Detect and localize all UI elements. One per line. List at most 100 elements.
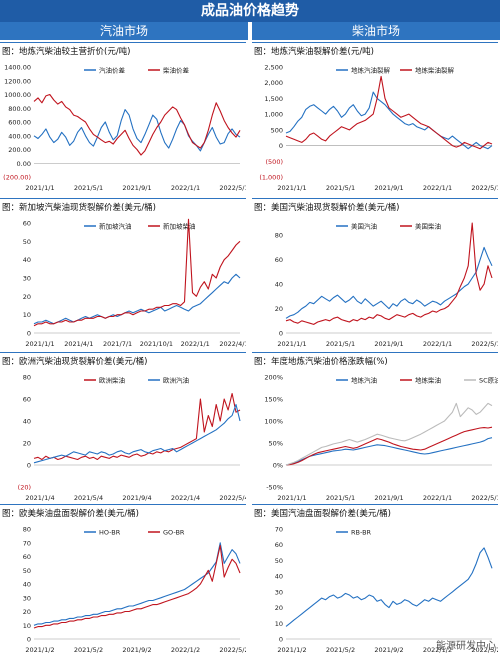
- x-tick-label: 2021/9/1: [374, 494, 403, 502]
- y-tick-label: 10: [23, 622, 31, 630]
- y-tick-label: 0: [27, 330, 31, 338]
- series-line-1: [286, 548, 492, 627]
- x-tick-label: 2022/5/1: [471, 184, 498, 192]
- x-tick-label: 2021/5/4: [74, 494, 103, 502]
- x-tick-label: 2021/1/1: [25, 340, 54, 348]
- y-tick-label: 800.00: [8, 105, 31, 113]
- chart-title: 图：地炼汽柴油较主营折价(元/吨): [2, 45, 131, 57]
- chart-title: 图：新加坡汽柴油现货裂解价差(美元/桶): [2, 201, 156, 213]
- series-line-1: [286, 247, 492, 318]
- y-tick-label: 100%: [264, 418, 283, 426]
- y-tick-label-negative: (1,000): [259, 174, 283, 182]
- y-tick-label: 400.00: [8, 132, 31, 140]
- y-tick-label: 30: [275, 588, 283, 596]
- y-tick-label: 80: [23, 526, 31, 534]
- x-tick-label: 2021/9/1: [122, 184, 151, 192]
- chart-title: 图：地炼汽柴油裂解价差(元/吨): [254, 45, 374, 57]
- x-tick-label: 2021/4/1: [64, 340, 93, 348]
- legend-label: 汽油价差: [99, 66, 126, 75]
- legend-label: SC原油(R): [479, 376, 498, 385]
- gasoline-market-header: 汽油市场: [0, 22, 248, 40]
- chart-title: 图：美国汽油盘面裂解价差(美元/桶): [254, 507, 391, 519]
- x-tick-label: 2021/1/1: [277, 340, 306, 348]
- x-tick-label: 2021/5/2: [74, 646, 103, 654]
- series-line-1: [34, 394, 240, 460]
- chart-p2: 2,5002,0001,5001,0005000(500)(1,000)2021…: [252, 57, 498, 193]
- y-tick-label: 1400.00: [4, 64, 31, 72]
- x-tick-label: 2021/1/1: [25, 184, 54, 192]
- legend-label: 欧洲柴油: [99, 376, 125, 385]
- legend-label: 地炼柴油裂解: [415, 66, 455, 75]
- y-tick-label: 40: [23, 581, 31, 589]
- y-tick-label: 1,500: [264, 95, 283, 103]
- x-tick-label: 2022/5/1: [219, 184, 246, 192]
- y-tick-label: 20: [23, 440, 31, 448]
- y-tick-label: 70: [275, 526, 283, 534]
- y-tick-label: 0: [279, 636, 283, 644]
- x-tick-label: 2022/1/1: [181, 340, 210, 348]
- watermark-text: 能源研发中心: [436, 637, 496, 652]
- x-tick-label: 2021/9/4: [122, 494, 151, 502]
- series-line-1: [286, 92, 492, 149]
- y-tick-label: 60: [23, 553, 31, 561]
- legend-label: 新加坡汽油: [99, 222, 132, 231]
- legend-label: 欧洲汽油: [163, 376, 189, 385]
- x-tick-label: 2021/9/2: [374, 646, 403, 654]
- x-tick-label: 2021/1/2: [277, 646, 306, 654]
- series-line-2: [286, 76, 492, 148]
- chart-p1: 1400.001200.001000.00800.00600.00400.002…: [0, 57, 246, 193]
- y-tick-label: 150%: [264, 396, 283, 404]
- x-tick-label: 2022/5/4: [219, 494, 246, 502]
- x-tick-label: 2021/5/1: [326, 184, 355, 192]
- y-tick-label: 0: [27, 636, 31, 644]
- y-tick-label: 0%: [273, 462, 283, 470]
- x-tick-label: 2021/5/1: [326, 340, 355, 348]
- chart-title: 图：年度地炼汽柴油价格涨跌幅(%): [254, 355, 388, 367]
- y-tick-label: 50: [275, 557, 283, 565]
- diesel-market-header: 柴油市场: [252, 22, 500, 40]
- x-tick-label: 2022/5/1: [471, 494, 498, 502]
- page-title: 成品油价格趋势: [0, 0, 500, 22]
- x-tick-label: 2021/9/1: [374, 184, 403, 192]
- y-tick-label-negative: (200.00): [3, 174, 31, 182]
- y-tick-label: 50%: [269, 440, 283, 448]
- y-tick-label: 40: [23, 418, 31, 426]
- y-tick-label: 10: [275, 620, 283, 628]
- series-line-2: [34, 546, 240, 629]
- y-tick-label: 0: [27, 462, 31, 470]
- y-tick-label: 200.00: [8, 146, 31, 154]
- series-line-3: [286, 403, 492, 465]
- y-tick-label: 40: [275, 573, 283, 581]
- chart-title: 图：欧洲汽柴油现货裂解价差(美元/桶): [2, 355, 148, 367]
- y-tick-label: 30: [23, 275, 31, 283]
- y-tick-label: 60: [23, 396, 31, 404]
- x-tick-label: 2021/5/2: [326, 646, 355, 654]
- y-tick-label: 20: [275, 604, 283, 612]
- y-tick-label: 60: [23, 220, 31, 228]
- x-tick-label: 2021/1/2: [25, 646, 54, 654]
- x-tick-label: 2021/1/1: [277, 184, 306, 192]
- x-tick-label: 2022/1/1: [423, 340, 452, 348]
- x-tick-label: 2022/4/1: [219, 340, 246, 348]
- legend-label: 地炼柴油: [415, 376, 441, 385]
- legend-label: 美国柴油: [415, 222, 441, 231]
- legend-label: HO-BR: [99, 529, 121, 537]
- legend-label: RB-BR: [351, 529, 372, 537]
- x-tick-label: 2022/1/4: [171, 494, 200, 502]
- y-tick-label-negative: (500): [266, 158, 283, 166]
- x-tick-label: 2021/10/1: [140, 340, 173, 348]
- chart-panel-p6: 图：年度地炼汽柴油价格涨跌幅(%)200%150%100%50%0%-50%20…: [252, 352, 498, 503]
- y-tick-label: 1000.00: [4, 91, 31, 99]
- x-tick-label: 2022/1/1: [423, 184, 452, 192]
- y-tick-label: 600.00: [8, 119, 31, 127]
- y-tick-label: 2,500: [264, 64, 283, 72]
- y-tick-label: 1,000: [264, 111, 283, 119]
